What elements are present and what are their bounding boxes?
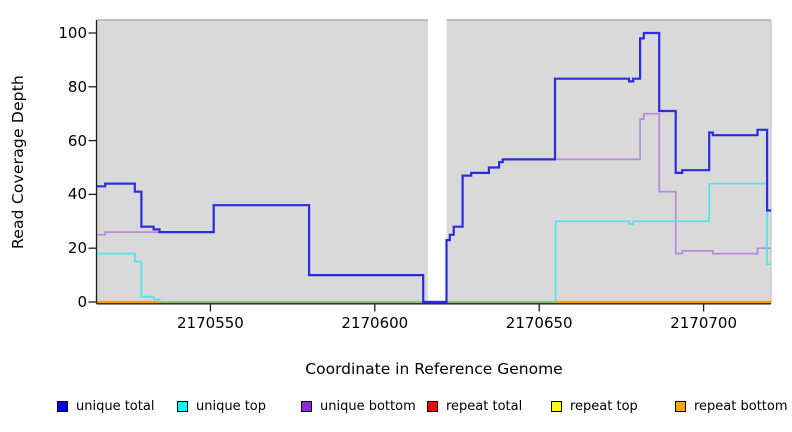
legend-item-unique-top: unique top	[177, 399, 266, 414]
series-line-unique-total	[97, 31, 771, 304]
legend-label: unique bottom	[320, 399, 416, 414]
x-tick-label: 2170650	[505, 314, 573, 332]
legend-swatch-icon	[675, 401, 686, 412]
legend-label: unique top	[196, 399, 267, 414]
legend-swatch-icon	[427, 401, 438, 412]
y-tick-label: 0	[77, 293, 87, 311]
y-tick-label: 20	[67, 239, 87, 258]
series-line-unique-top	[97, 252, 161, 302]
legend-label: repeat bottom	[694, 399, 788, 414]
legend-label: repeat top	[570, 399, 638, 414]
x-tick-label: 2170550	[177, 314, 244, 332]
y-tick-label: 60	[67, 131, 87, 150]
legend-item-repeat-total: repeat total	[427, 399, 522, 414]
legend-swatch-icon	[57, 401, 68, 412]
x-axis-title: Coordinate in Reference Genome	[305, 360, 563, 378]
no-data-gap-band	[428, 13, 447, 301]
legend-label: unique total	[76, 399, 155, 414]
legend-label: repeat total	[446, 399, 523, 414]
x-tick-label: 2170600	[341, 314, 409, 332]
legend-item-repeat-bottom: repeat bottom	[675, 399, 788, 414]
legend-swatch-icon	[177, 401, 188, 412]
y-tick-label: 100	[58, 24, 87, 42]
y-tick-label: 80	[67, 77, 87, 96]
x-tick-label: 2170700	[670, 314, 737, 332]
legend-swatch-icon	[551, 401, 562, 412]
legend-item-unique-bottom: unique bottom	[301, 399, 416, 414]
y-tick-label: 40	[67, 185, 87, 204]
legend-item-unique-total: unique total	[57, 399, 154, 414]
legend-item-repeat-top: repeat top	[551, 399, 638, 414]
legend-swatch-icon	[301, 401, 312, 412]
y-axis-title: Read Coverage Depth	[9, 74, 27, 250]
